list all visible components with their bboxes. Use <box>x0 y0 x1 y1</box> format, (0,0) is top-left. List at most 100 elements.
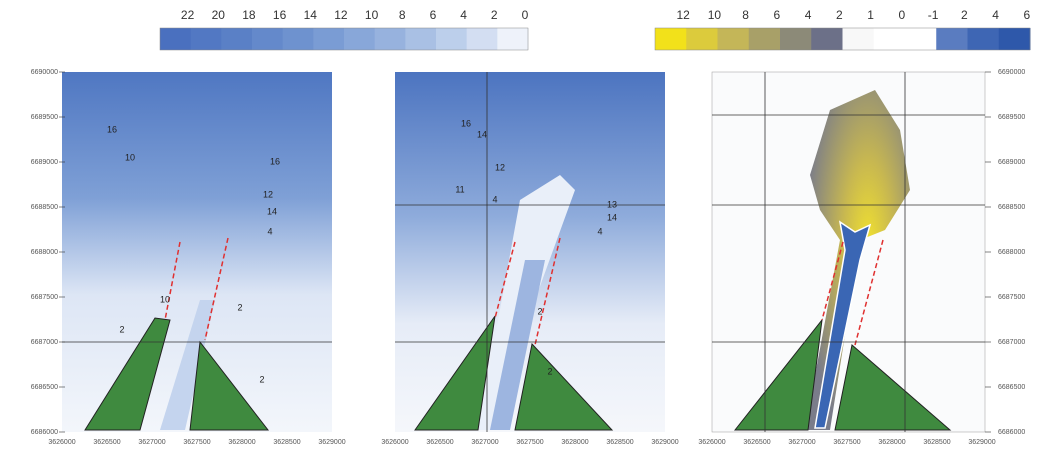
contour-label: 11 <box>455 184 464 194</box>
contour-label: 14 <box>607 212 617 222</box>
colorbar-label: 0 <box>522 8 529 22</box>
contour-label: 14 <box>267 206 277 216</box>
colorbar-label: 4 <box>805 8 812 22</box>
contour-label: 14 <box>477 129 487 139</box>
colorbar-swatch <box>252 28 283 50</box>
contour-label: 2 <box>237 302 242 312</box>
x-tick-label: 3629000 <box>318 439 345 446</box>
colorbar-swatch <box>843 28 875 50</box>
contour-label: 12 <box>495 162 505 172</box>
y-tick-label: 6686500 <box>998 384 1025 391</box>
y-tick-label: 6686500 <box>31 384 58 391</box>
colorbar-label: 6 <box>1024 8 1031 22</box>
colorbar-swatch <box>283 28 314 50</box>
contour-label: 12 <box>263 189 273 199</box>
colorbar-label: 8 <box>742 8 749 22</box>
colorbar-label: 20 <box>212 8 226 22</box>
x-tick-label: 3626500 <box>93 439 120 446</box>
colorbar-label: 2 <box>961 8 968 22</box>
y-tick-label: 6690000 <box>31 69 58 76</box>
y-tick-label: 6687500 <box>31 294 58 301</box>
contour-label: 4 <box>267 226 272 236</box>
x-tick-label: 3626500 <box>743 439 770 446</box>
colorbar-swatch <box>375 28 406 50</box>
colorbar-swatch <box>905 28 937 50</box>
y-tick-label: 6687500 <box>998 294 1025 301</box>
colorbar-swatch <box>313 28 344 50</box>
x-tick-label: 3627500 <box>833 439 860 446</box>
colorbar-label: 18 <box>242 8 256 22</box>
colorbar-label: 4 <box>460 8 467 22</box>
colorbar-swatch <box>497 28 528 50</box>
colorbar-swatch <box>344 28 375 50</box>
x-tick-label: 3627500 <box>183 439 210 446</box>
colorbar-swatch <box>999 28 1031 50</box>
x-tick-label: 3628000 <box>878 439 905 446</box>
colorbar-swatch <box>191 28 222 50</box>
y-tick-label: 6688000 <box>31 249 58 256</box>
colorbar-swatch <box>221 28 252 50</box>
x-tick-label: 3626000 <box>698 439 725 446</box>
colorbar-swatch <box>874 28 906 50</box>
x-tick-label: 3627000 <box>788 439 815 446</box>
x-tick-label: 3629000 <box>968 439 995 446</box>
colorbar-swatch <box>686 28 718 50</box>
contour-label: 4 <box>492 194 497 204</box>
y-tick-label: 6687000 <box>31 339 58 346</box>
x-tick-label: 3626000 <box>48 439 75 446</box>
contour-label: 13 <box>607 199 617 209</box>
y-tick-label: 6686000 <box>998 429 1025 436</box>
y-tick-label: 6689000 <box>998 159 1025 166</box>
colorbar-swatch <box>467 28 498 50</box>
contour-label: 10 <box>125 152 135 162</box>
colorbar-swatch <box>749 28 781 50</box>
colorbar-swatch <box>780 28 812 50</box>
x-tick-label: 3627000 <box>471 439 498 446</box>
y-tick-label: 6690000 <box>998 69 1025 76</box>
y-tick-label: 6689000 <box>31 159 58 166</box>
colorbar-label: 16 <box>273 8 287 22</box>
x-tick-label: 3628000 <box>561 439 588 446</box>
colorbar-swatch <box>655 28 687 50</box>
colorbar-label: 6 <box>430 8 437 22</box>
colorbar-label: 8 <box>399 8 406 22</box>
y-tick-label: 6688500 <box>31 204 58 211</box>
y-tick-label: 6686000 <box>31 429 58 436</box>
x-tick-label: 3629000 <box>651 439 678 446</box>
x-tick-label: 3627500 <box>516 439 543 446</box>
contour-label: 4 <box>597 226 602 236</box>
colorbar-label: 6 <box>774 8 781 22</box>
y-tick-label: 6689500 <box>31 114 58 121</box>
colorbar-swatch <box>968 28 1000 50</box>
x-tick-label: 3627000 <box>138 439 165 446</box>
colorbar-label: 14 <box>304 8 318 22</box>
x-tick-label: 3626500 <box>426 439 453 446</box>
contour-label: 2 <box>547 366 552 376</box>
contour-label: 16 <box>270 156 280 166</box>
contour-label: 2 <box>119 324 124 334</box>
colorbar-label: 4 <box>992 8 999 22</box>
colorbar-label: 1 <box>867 8 874 22</box>
x-tick-label: 3628500 <box>923 439 950 446</box>
x-tick-label: 3628500 <box>606 439 633 446</box>
contour-label: 10 <box>160 294 170 304</box>
x-tick-label: 3626000 <box>381 439 408 446</box>
colorbar-label: 2 <box>491 8 498 22</box>
colorbar-label: -1 <box>928 8 939 22</box>
figure: 22201816141210864201210864210-1246669000… <box>0 0 1037 453</box>
y-tick-label: 6688500 <box>998 204 1025 211</box>
colorbar-label: 10 <box>708 8 722 22</box>
colorbar-swatch <box>160 28 191 50</box>
colorbar-swatch <box>436 28 467 50</box>
y-tick-label: 6688000 <box>998 249 1025 256</box>
colorbar-label: 12 <box>676 8 690 22</box>
colorbar-label: 2 <box>836 8 843 22</box>
colorbar-label: 22 <box>181 8 195 22</box>
y-tick-label: 6687000 <box>998 339 1025 346</box>
y-tick-label: 6689500 <box>998 114 1025 121</box>
colorbar-label: 10 <box>365 8 379 22</box>
contour-label: 16 <box>461 118 471 128</box>
x-tick-label: 3628500 <box>273 439 300 446</box>
colorbar-label: 12 <box>334 8 348 22</box>
colorbar-swatch <box>405 28 436 50</box>
